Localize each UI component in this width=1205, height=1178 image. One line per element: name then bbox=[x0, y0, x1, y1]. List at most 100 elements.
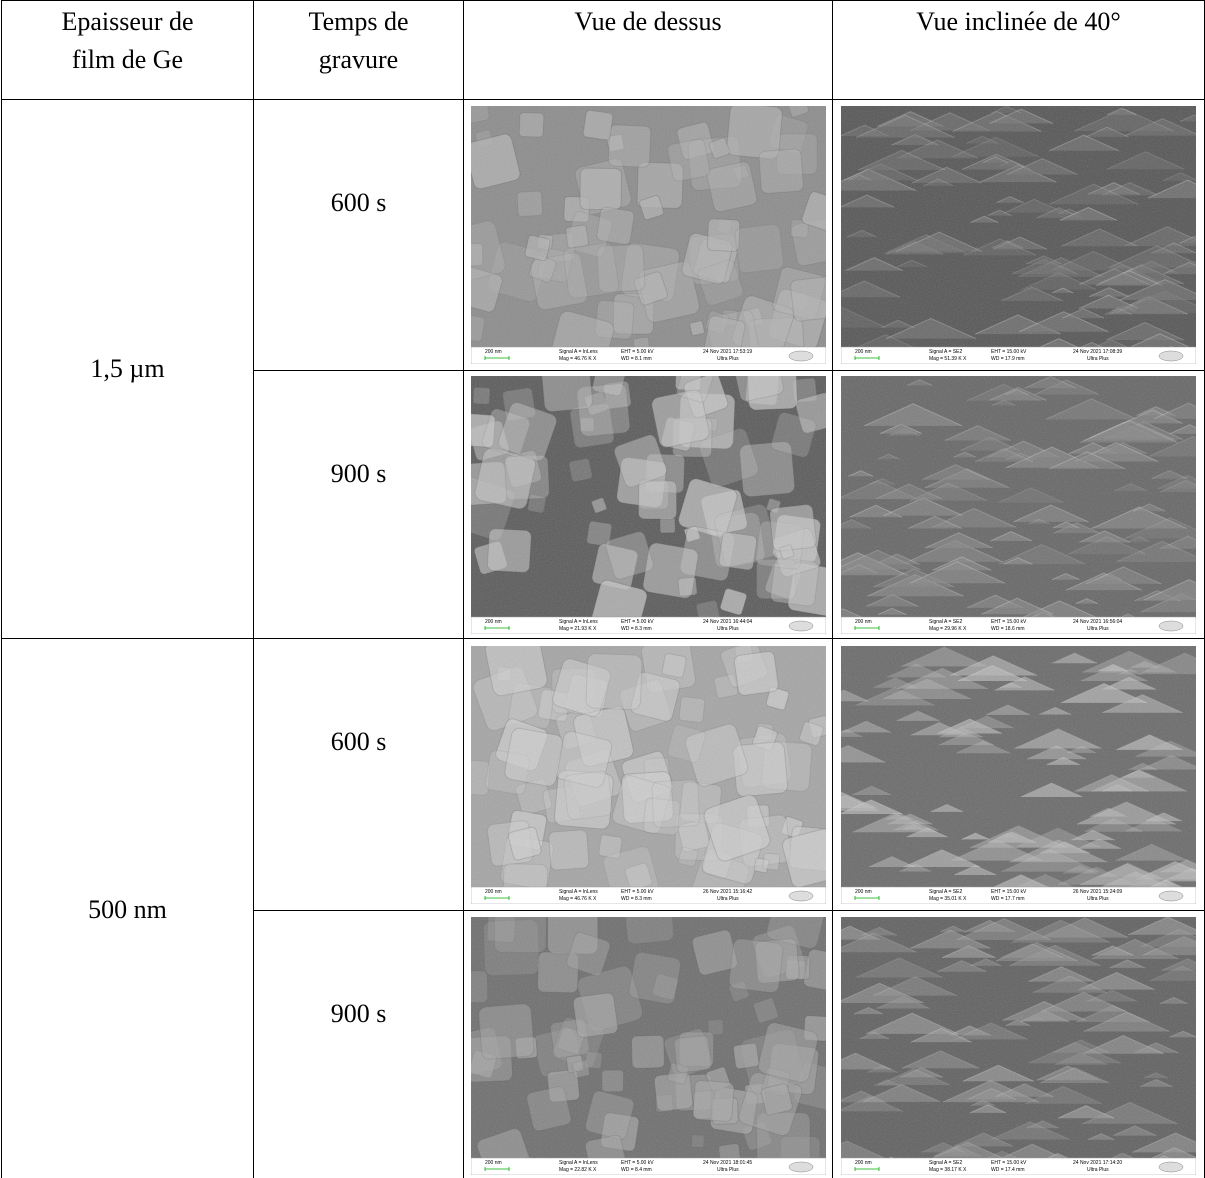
logo bbox=[788, 620, 813, 631]
header-cell: Vue inclinée de 40° bbox=[832, 0, 1205, 100]
eht: EHT = 5.00 kV bbox=[621, 349, 654, 355]
thickness-cell: 500 nm bbox=[1, 638, 254, 1178]
date: 24 Nov 2021 18:01:45 bbox=[703, 1160, 752, 1166]
eht: EHT = 5.00 kV bbox=[621, 889, 654, 895]
date: 24 Nov 2021 17:14:20 bbox=[1073, 1160, 1122, 1166]
instrument: Ultra Plus bbox=[1087, 1167, 1109, 1173]
eht: EHT = 15.00 kV bbox=[991, 349, 1027, 355]
logo bbox=[788, 350, 813, 362]
info-bar bbox=[841, 346, 1196, 364]
mag: Mag = 22.82 K X bbox=[559, 1167, 597, 1173]
scale-bar bbox=[854, 625, 880, 630]
eht: EHT = 15.00 kV bbox=[991, 1160, 1027, 1166]
thickness-cell: 1,5 µm bbox=[1, 99, 254, 639]
logo bbox=[788, 890, 813, 901]
tilted-view-cell: 200 nm Signal A = SE2 Mag = 35.01 K X EHT =… bbox=[832, 638, 1205, 911]
noise-overlay bbox=[470, 106, 826, 347]
scale-label: 200 nm bbox=[485, 619, 502, 625]
time-cell: 600 s bbox=[253, 99, 464, 371]
logo bbox=[1158, 890, 1184, 901]
logo bbox=[1158, 620, 1184, 631]
signal: Signal A = SE2 bbox=[929, 1160, 962, 1166]
logo bbox=[1158, 1161, 1184, 1172]
signal: Signal A = InLens bbox=[559, 889, 598, 895]
wd: WD = 17.7 mm bbox=[991, 896, 1024, 902]
mag: Mag = 38.17 K X bbox=[929, 1167, 967, 1173]
signal: Signal A = InLens bbox=[559, 1160, 598, 1166]
scale-label: 200 nm bbox=[485, 1160, 502, 1166]
signal: Signal A = SE2 bbox=[929, 349, 962, 355]
scale-bar bbox=[484, 895, 509, 900]
instrument: Ultra Plus bbox=[1087, 356, 1109, 362]
noise-overlay bbox=[470, 375, 826, 617]
noise-overlay bbox=[841, 106, 1196, 347]
scale-label: 200 nm bbox=[485, 349, 502, 355]
scale-label: 200 nm bbox=[485, 889, 502, 895]
wd: WD = 8.3 mm bbox=[621, 896, 652, 902]
info-bar bbox=[470, 1157, 826, 1175]
scale-label: 200 nm bbox=[855, 349, 872, 355]
info-bar bbox=[841, 886, 1196, 904]
info-bar bbox=[470, 616, 826, 634]
scale-bar bbox=[484, 356, 509, 360]
top-view-cell: 200 nm Signal A = InLens Mag = 22.82 K X EH… bbox=[463, 910, 833, 1178]
time-cell: 900 s bbox=[253, 370, 464, 639]
instrument: Ultra Plus bbox=[717, 1167, 739, 1173]
mag: Mag = 51.39 K X bbox=[929, 356, 967, 362]
wd: WD = 18.6 mm bbox=[991, 626, 1024, 632]
scale-bar bbox=[854, 895, 880, 900]
header-text: gravure bbox=[318, 45, 399, 74]
data-row: 1,5 µm 600 s 200 nm Signal A = InLens Mag = … bbox=[1, 99, 1205, 639]
header-row: Epaisseur de film de Ge Temps de gravure Vue… bbox=[1, 0, 1205, 100]
scale-label: 200 nm bbox=[855, 889, 872, 895]
mag: Mag = 46.76 K X bbox=[559, 356, 597, 362]
eht: EHT = 5.00 kV bbox=[621, 1160, 654, 1166]
signal: Signal A = SE2 bbox=[929, 619, 962, 625]
header-text: Temps de bbox=[308, 7, 409, 36]
info-bar bbox=[470, 886, 826, 904]
tilted-view-cell: 200 nm Signal A = SE2 Mag = 51.39 K X EHT =… bbox=[832, 99, 1205, 371]
data-row: 900 s 200 nm Signal A = InLens Mag = 21.93 … bbox=[2, 370, 1205, 639]
logo bbox=[1158, 350, 1184, 362]
date: 26 Nov 2021 15:16:42 bbox=[703, 889, 752, 895]
header-text: Vue de dessus bbox=[574, 7, 722, 36]
scale-bar bbox=[854, 356, 880, 360]
scale-bar bbox=[484, 1166, 509, 1171]
tilted-view-cell: 200 nm Signal A = SE2 Mag = 38.17 K X EHT =… bbox=[832, 910, 1205, 1178]
header-cell: Temps de gravure bbox=[253, 0, 464, 100]
instrument: Ultra Plus bbox=[717, 626, 739, 632]
wd: WD = 17.4 mm bbox=[991, 1167, 1024, 1173]
instrument: Ultra Plus bbox=[1087, 896, 1109, 902]
top-view-cell: 200 nm Signal A = InLens Mag = 46.76 K X EH… bbox=[463, 99, 833, 371]
scale-label: 200 nm bbox=[855, 1160, 872, 1166]
top-view-cell: 200 nm Signal A = InLens Mag = 21.93 K X EH… bbox=[463, 370, 833, 639]
wd: WD = 8.4 mm bbox=[621, 1167, 652, 1173]
noise-overlay bbox=[841, 916, 1196, 1158]
top-view-cell: 200 nm Signal A = InLens Mag = 46.76 K X EH… bbox=[463, 638, 833, 911]
header-text: Vue inclinée de 40° bbox=[916, 7, 1121, 36]
date: 24 Nov 2021 16:56:04 bbox=[1073, 619, 1122, 625]
eht: EHT = 5.00 kV bbox=[621, 619, 654, 625]
mag: Mag = 35.01 K X bbox=[929, 896, 967, 902]
date: 24 Nov 2021 17:53:19 bbox=[703, 349, 752, 355]
date: 26 Nov 2021 15:24:09 bbox=[1073, 889, 1122, 895]
noise-overlay bbox=[841, 645, 1196, 887]
header-text: Epaisseur de bbox=[61, 7, 194, 36]
mag: Mag = 46.76 K X bbox=[559, 896, 597, 902]
wd: WD = 17.9 mm bbox=[991, 356, 1024, 362]
date: 24 Nov 2021 17:08:39 bbox=[1073, 349, 1122, 355]
header-text: film de Ge bbox=[71, 45, 184, 74]
header-cell: Epaisseur de film de Ge bbox=[1, 0, 254, 100]
instrument: Ultra Plus bbox=[1087, 626, 1109, 632]
logo bbox=[788, 1161, 813, 1172]
mag: Mag = 21.93 K X bbox=[559, 626, 597, 632]
instrument: Ultra Plus bbox=[717, 356, 739, 362]
